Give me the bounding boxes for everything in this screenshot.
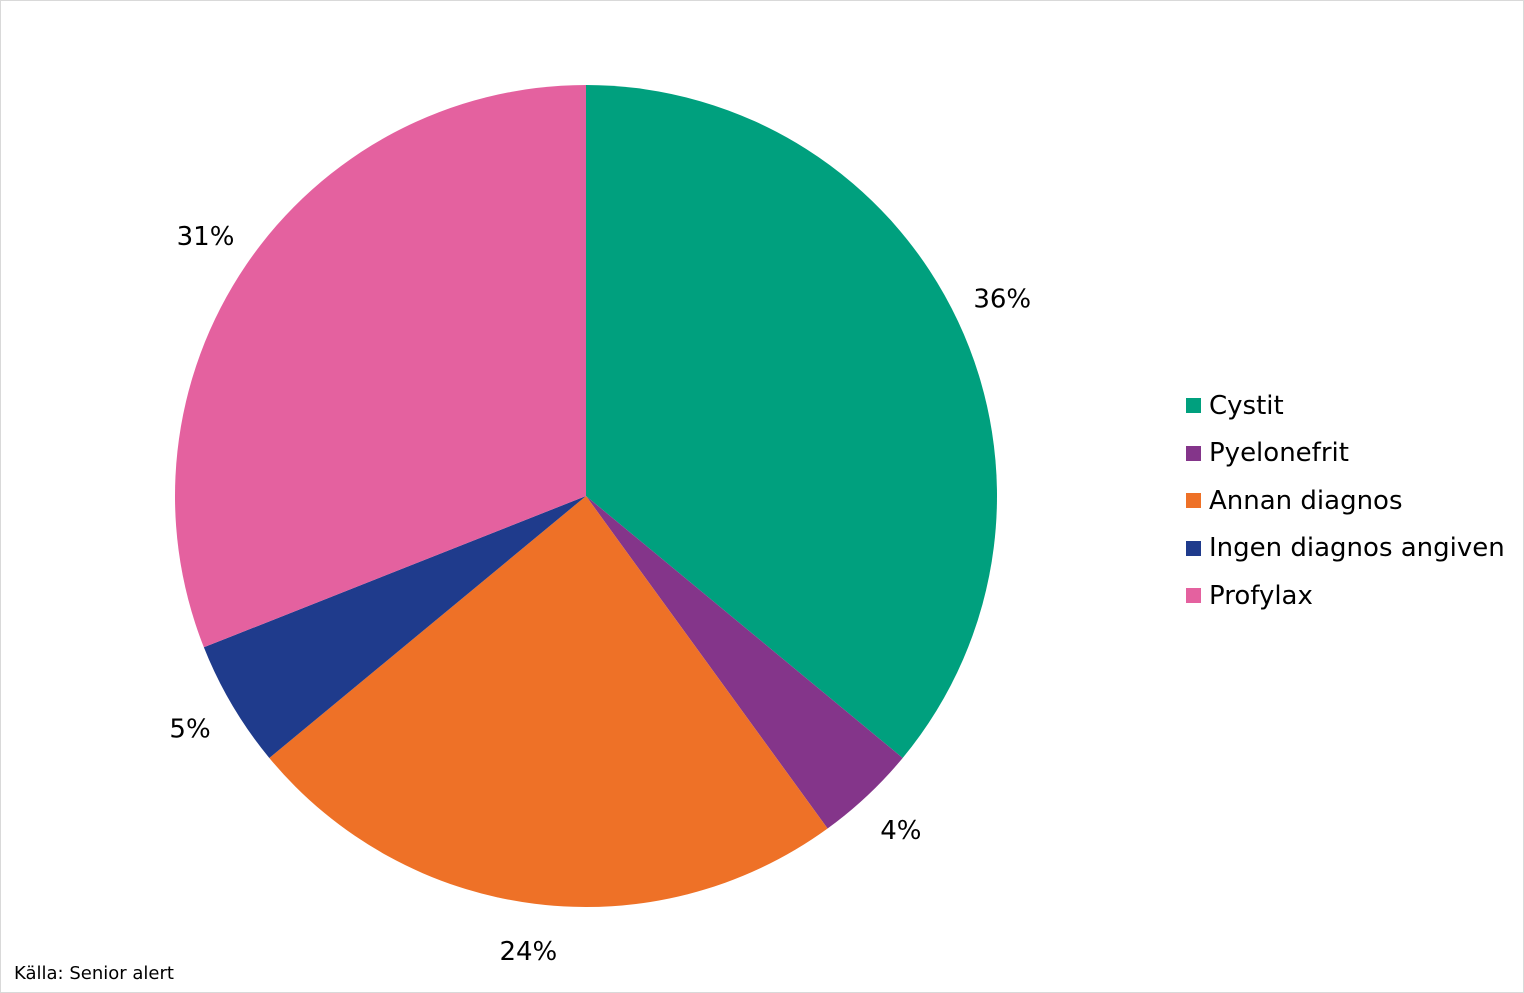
legend: Cystit Pyelonefrit Annan diagnos Ingen diag… [1186,382,1505,620]
data-label-cystit: 36% [973,285,1031,315]
legend-label: Ingen diagnos angiven [1209,533,1505,564]
legend-label: Annan diagnos [1209,485,1403,516]
pie-slices [174,85,998,908]
legend-label: Pyelonefrit [1209,438,1349,469]
legend-swatch [1186,588,1201,604]
legend-item: Ingen diagnos angiven [1186,525,1505,573]
legend-item: Profylax [1186,572,1505,620]
source-note: Källa: Senior alert [14,963,174,984]
data-label-profylax: 31% [177,222,235,252]
data-label-pyelonefrit: 4% [880,816,921,846]
legend-swatch [1186,445,1201,461]
data-label-ingen-diagnos-angiven: 5% [169,715,210,745]
legend-swatch [1186,540,1201,556]
legend-swatch [1186,493,1201,509]
legend-label: Profylax [1209,580,1313,611]
pie-slice-cystit [586,85,998,758]
data-label-annan-diagnos: 24% [499,937,557,967]
pie-slice-ingen-diagnos-angiven [203,496,586,758]
legend-item: Annan diagnos [1186,477,1505,525]
legend-label: Cystit [1209,390,1284,421]
pie-slice-profylax [174,85,587,648]
legend-item: Cystit [1186,382,1505,430]
legend-swatch [1186,398,1201,414]
pie-data-labels: 36% 4% 24% 5% 31% [169,222,1031,967]
pie-slice-pyelonefrit [586,496,903,829]
pie-slice-annan-diagnos [269,496,828,908]
legend-item: Pyelonefrit [1186,430,1505,478]
